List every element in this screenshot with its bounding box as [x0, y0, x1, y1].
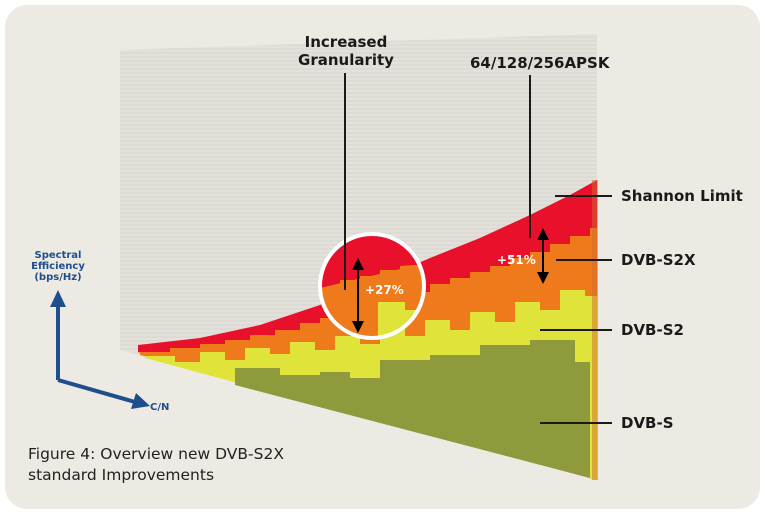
y-axis-arrow [50, 290, 66, 380]
y-axis-label: Spectral Efficiency (bps/Hz) [31, 250, 85, 283]
x-axis-arrow [57, 378, 150, 409]
gain-51-arrow [537, 228, 549, 284]
x-axis-label: C/N [150, 402, 170, 413]
increased-granularity-label: Increased Granularity [298, 33, 394, 69]
apsk-label: 64/128/256APSK [470, 54, 610, 72]
gain-27-arrow [352, 258, 364, 333]
figure-caption: Figure 4: Overview new DVB-S2X standard … [28, 445, 284, 484]
dvb-s2-label: DVB-S2 [621, 321, 684, 339]
shannon-limit-label: Shannon Limit [621, 187, 743, 205]
dvb-s2x-label: DVB-S2X [621, 251, 696, 269]
dvb-s-label: DVB-S [621, 414, 674, 432]
gain-51-label: +51% [497, 253, 536, 267]
gain-27-label: +27% [365, 283, 404, 297]
dvb-s-region [235, 340, 590, 478]
